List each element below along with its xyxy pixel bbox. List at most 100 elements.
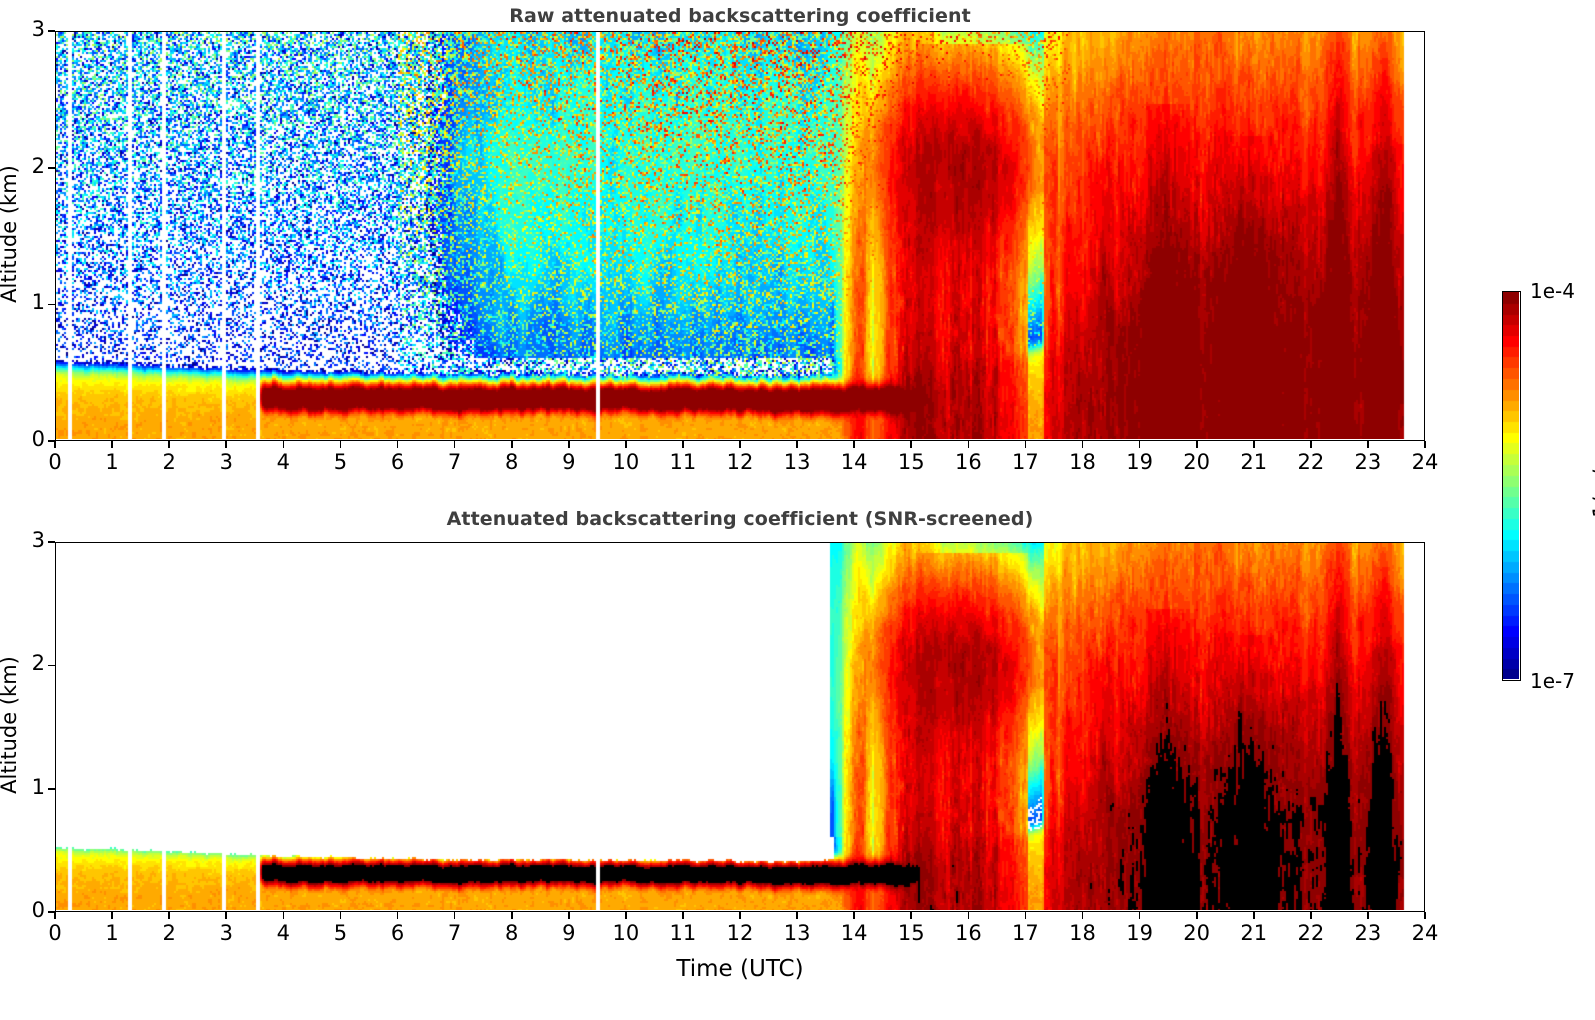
x-tickmark	[910, 912, 913, 919]
x-tickmark	[1424, 912, 1426, 919]
x-tick-label: 16	[954, 450, 982, 474]
x-tick-label: 23	[1354, 450, 1382, 474]
x-tickmark	[453, 912, 456, 919]
x-tickmark	[111, 441, 113, 448]
y-tickmark	[48, 166, 55, 169]
x-tickmark	[54, 441, 56, 448]
x-tick-label: 8	[504, 450, 519, 474]
x-tickmark	[1195, 441, 1198, 448]
y-tickmark	[48, 303, 55, 306]
y-tick-label: 3	[31, 17, 45, 41]
x-tick-label: 9	[562, 921, 576, 945]
x-tickmark	[682, 912, 684, 919]
x-tickmark	[225, 912, 228, 919]
panel-title-screened: Attenuated backscattering coefficient (S…	[446, 508, 1034, 530]
x-tickmark	[796, 441, 798, 448]
x-tick-label: 24	[1411, 921, 1439, 945]
x-tickmark	[225, 441, 228, 448]
x-tickmark	[1081, 441, 1084, 448]
x-tick-label: 6	[390, 450, 405, 474]
x-tickmark	[967, 441, 970, 448]
x-tick-label: 2	[162, 450, 176, 474]
x-tickmark	[168, 912, 171, 919]
x-tickmark	[396, 912, 399, 919]
y-tick-label: 0	[31, 898, 45, 922]
x-tickmark	[1424, 441, 1426, 448]
colorbar-max-label: 1e-4	[1530, 279, 1575, 303]
x-tickmark	[796, 912, 798, 919]
x-tick-label: 12	[726, 450, 754, 474]
y-tickmark	[48, 541, 55, 543]
y-tick-label: 1	[31, 774, 45, 799]
x-tickmark	[1138, 912, 1141, 919]
y-tickmark	[48, 911, 55, 913]
x-tick-label: 20	[1183, 450, 1211, 474]
x-tickmark	[510, 441, 513, 448]
x-tickmark	[1024, 912, 1027, 919]
x-tick-label: 17	[1012, 450, 1039, 474]
x-tick-label: 2	[162, 921, 176, 945]
colorbar-min-label: 1e-7	[1530, 669, 1575, 693]
x-tickmark	[396, 441, 399, 448]
colorbar-unit-label: 1/m/sr	[1588, 450, 1595, 518]
x-tickmark	[967, 912, 970, 919]
y-tickmark	[48, 30, 55, 32]
x-tick-label: 0	[48, 921, 62, 945]
x-tickmark	[625, 912, 627, 919]
x-tickmark	[853, 441, 856, 448]
x-tickmark	[1252, 912, 1255, 919]
x-tickmark	[1310, 441, 1312, 448]
plot-raw	[55, 31, 1425, 441]
x-tickmark	[54, 912, 56, 919]
x-tickmark	[339, 441, 342, 448]
x-tick-label: 18	[1069, 450, 1096, 474]
x-tick-label: 4	[276, 450, 291, 474]
x-tick-label: 6	[390, 921, 405, 945]
x-tick-label: 14	[840, 450, 868, 474]
y-tickmark	[48, 664, 55, 667]
x-tick-label: 18	[1069, 921, 1096, 945]
y-tick-label: 0	[31, 427, 45, 451]
plot-screened	[55, 542, 1425, 912]
x-tickmark	[453, 441, 456, 448]
xlabel-time: Time (UTC)	[676, 956, 804, 982]
x-tick-label: 14	[840, 921, 868, 945]
x-tick-label: 22	[1297, 921, 1325, 945]
y-tick-label: 3	[31, 528, 45, 552]
ylabel-screened: Altitude (km)	[0, 656, 21, 794]
x-tick-label: 1	[105, 450, 119, 474]
x-tickmark	[1138, 441, 1141, 448]
x-tick-label: 7	[447, 450, 462, 474]
x-tick-label: 24	[1411, 450, 1439, 474]
x-tickmark	[510, 912, 513, 919]
x-tick-label: 8	[504, 921, 519, 945]
x-tickmark	[567, 441, 570, 448]
x-tick-label: 13	[783, 921, 811, 945]
x-tick-label: 3	[219, 450, 233, 474]
y-tick-label: 2	[31, 153, 45, 178]
x-tick-label: 5	[333, 450, 348, 474]
y-tick-label: 1	[31, 290, 45, 315]
x-tick-label: 17	[1012, 921, 1039, 945]
x-tickmark	[567, 912, 570, 919]
colorbar	[1502, 291, 1521, 681]
x-tickmark	[1081, 912, 1084, 919]
x-tick-label: 20	[1183, 921, 1211, 945]
x-tick-label: 15	[897, 921, 925, 945]
x-tick-label: 22	[1297, 450, 1325, 474]
x-tick-label: 19	[1126, 921, 1153, 945]
x-tick-label: 1	[105, 921, 119, 945]
x-tick-label: 5	[333, 921, 348, 945]
ylabel-raw: Altitude (km)	[0, 165, 21, 303]
y-tick-label: 2	[31, 651, 45, 676]
x-tickmark	[853, 912, 856, 919]
y-tickmark	[48, 440, 55, 442]
x-tick-label: 0	[48, 450, 62, 474]
colorbar-canvas	[1503, 292, 1519, 679]
x-tick-label: 9	[562, 450, 576, 474]
x-tickmark	[282, 912, 285, 919]
x-tickmark	[910, 441, 913, 448]
x-tickmark	[168, 441, 171, 448]
x-tick-label: 11	[669, 450, 697, 474]
x-tickmark	[739, 441, 741, 448]
